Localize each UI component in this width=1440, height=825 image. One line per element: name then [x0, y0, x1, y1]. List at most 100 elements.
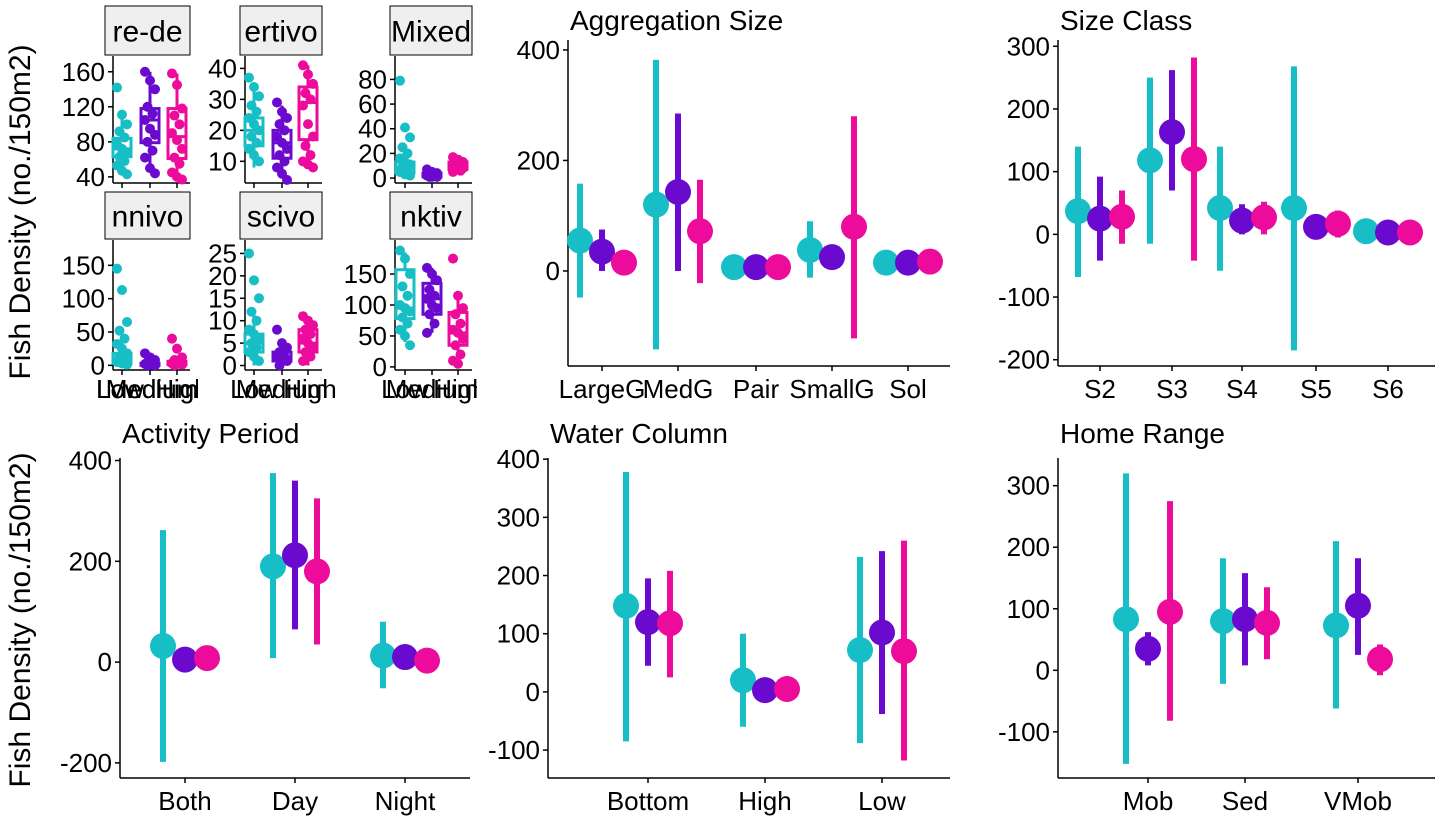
- mean-point: [869, 619, 895, 646]
- x-tick-label: Sed: [1222, 786, 1268, 816]
- data-point: [254, 91, 264, 102]
- data-point: [455, 318, 466, 329]
- y-tick-label: 0: [546, 256, 560, 286]
- mean-point: [194, 645, 220, 672]
- data-point: [282, 112, 292, 123]
- data-point: [140, 152, 150, 163]
- mean-point: [1375, 219, 1401, 246]
- data-point: [122, 119, 132, 130]
- mean-point: [721, 254, 747, 281]
- data-point: [169, 360, 180, 371]
- data-point: [308, 342, 318, 353]
- y-tick-label: -100: [488, 735, 540, 765]
- data-point: [254, 333, 264, 344]
- data-point: [298, 356, 308, 367]
- data-point: [251, 106, 262, 117]
- panel-pointrange-7: -200 -100 0 100 200 300 Size Class S2 S3 S4 S5 S6: [998, 5, 1435, 404]
- y-tick-label: 15: [208, 283, 237, 313]
- data-point: [308, 320, 318, 331]
- mean-point: [657, 610, 683, 637]
- data-point: [448, 166, 458, 177]
- data-point: [150, 168, 160, 179]
- data-point: [147, 145, 158, 156]
- data-point: [282, 342, 292, 353]
- y-tick-label: 0: [1036, 219, 1050, 249]
- data-point: [249, 275, 259, 286]
- x-tick-label: Low: [96, 374, 144, 404]
- data-point: [251, 315, 262, 326]
- panel-pointrange-10: -100 0 100 200 300 Home Range Mob Sed VMob: [998, 418, 1435, 816]
- data-point: [150, 129, 160, 140]
- mean-point: [611, 249, 637, 276]
- mean-point: [1325, 210, 1351, 237]
- mean-point: [1345, 592, 1371, 619]
- mean-point: [1397, 219, 1423, 246]
- panel-pointrange-9: -100 0 100 200 300 400 Water Column Bottom High L…: [488, 418, 950, 816]
- data-point: [145, 75, 155, 86]
- data-point: [112, 263, 122, 274]
- x-tick-label: Medium: [106, 374, 198, 404]
- data-point: [432, 303, 442, 314]
- y-tick-label: 50: [358, 321, 387, 351]
- mean-point: [1207, 195, 1233, 222]
- mean-point: [414, 647, 440, 674]
- x-tick-label: S6: [1372, 374, 1404, 404]
- strip-label: nktiv: [400, 201, 462, 234]
- x-tick-label: Low: [230, 374, 278, 404]
- data-point: [142, 136, 153, 147]
- mean-point: [282, 542, 308, 569]
- strip-header: [389, 5, 473, 56]
- data-point: [119, 132, 130, 143]
- y-tick-label: 0: [91, 350, 105, 380]
- x-tick-label: Medium: [236, 374, 328, 404]
- data-point: [308, 78, 318, 89]
- x-tick-label: Night: [375, 786, 436, 816]
- x-tick-label: LargeG: [559, 374, 646, 404]
- data-point: [422, 327, 432, 338]
- data-point: [405, 340, 415, 351]
- mean-point: [1367, 646, 1393, 673]
- data-point: [458, 303, 468, 314]
- data-point: [279, 156, 290, 167]
- y-tick-label: 0: [373, 352, 387, 382]
- y-tick-label: 150: [344, 259, 387, 289]
- mean-point: [730, 667, 756, 694]
- strip-label: nnivo: [112, 201, 184, 234]
- mean-point: [370, 642, 396, 669]
- mean-point: [1251, 204, 1277, 231]
- data-point: [142, 360, 153, 371]
- strip-header: [104, 191, 191, 240]
- mean-point: [567, 227, 593, 254]
- data-point: [279, 125, 290, 136]
- data-point: [177, 174, 187, 185]
- data-point: [167, 68, 177, 79]
- mean-point: [613, 592, 639, 619]
- x-tick-label: MedG: [643, 374, 714, 404]
- y-tick-label: 30: [208, 84, 237, 114]
- strip-label: re-de: [112, 16, 182, 49]
- strip-header: [389, 191, 473, 240]
- data-point: [167, 333, 177, 344]
- mean-point: [1113, 606, 1139, 633]
- panel-title: Home Range: [1060, 418, 1225, 449]
- data-point: [142, 101, 153, 112]
- y-tick-label: 80: [76, 127, 105, 157]
- data-point: [450, 309, 461, 320]
- data-point: [400, 253, 410, 264]
- mean-point: [260, 553, 286, 580]
- y-tick-label: 120: [62, 92, 105, 122]
- mean-point: [1210, 608, 1236, 635]
- mean-point: [1353, 218, 1379, 245]
- x-tick-label: SmallG: [789, 374, 874, 404]
- data-point: [112, 82, 122, 93]
- data-point: [114, 325, 125, 336]
- y-tick-label: 300: [1007, 31, 1050, 61]
- strip-label: Mixed: [391, 16, 471, 49]
- data-point: [402, 318, 413, 329]
- data-point: [303, 119, 313, 130]
